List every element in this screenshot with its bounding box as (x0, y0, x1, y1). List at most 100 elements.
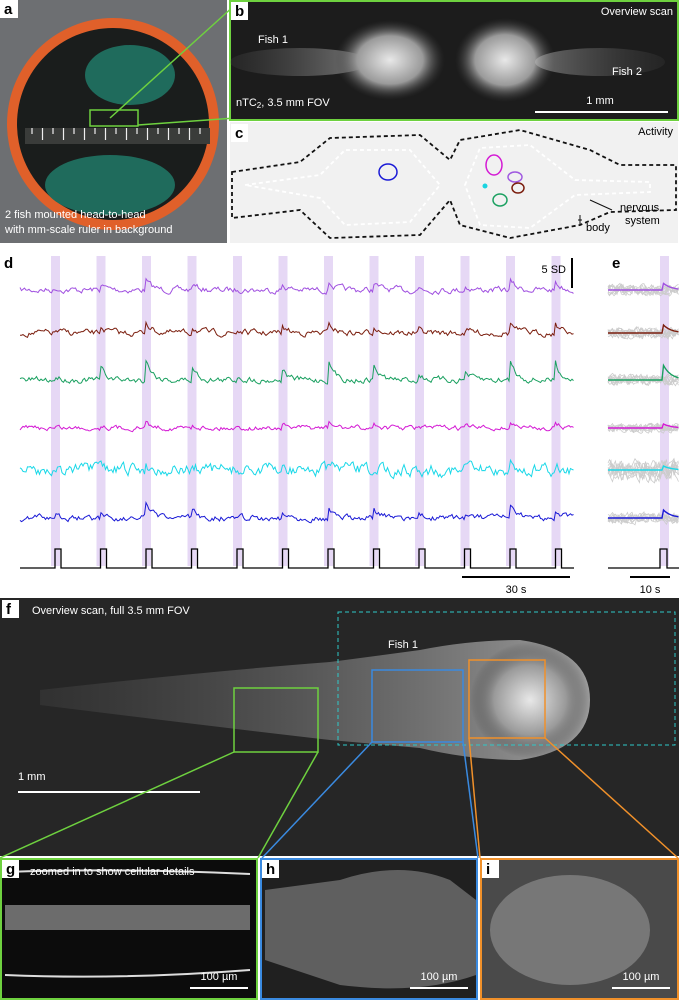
zoom-line (137, 117, 236, 126)
zoom-line (544, 737, 679, 859)
zoom-line (261, 741, 373, 859)
label-box (2, 600, 19, 618)
label-box (231, 2, 248, 20)
panel-label: b (235, 3, 244, 20)
zoom-line (0, 751, 235, 859)
trial-trace (607, 512, 679, 525)
scale-label: 10 s (640, 584, 661, 596)
stim-band (460, 256, 470, 566)
blob (85, 45, 175, 105)
panel-g: g zoomed in to show cellular details 100… (0, 858, 258, 1000)
stim-band (506, 256, 515, 566)
stim-band (415, 256, 424, 566)
panel-label: e (612, 255, 620, 272)
annotation: system (625, 215, 660, 227)
panel-label: c (235, 125, 243, 142)
label-box (262, 860, 279, 878)
scale-label: 30 s (506, 584, 527, 596)
panel-label: a (4, 1, 13, 18)
mean-trace (608, 465, 679, 471)
fov-sub: 2 (257, 101, 262, 110)
scale-label: 100 µm (623, 971, 660, 983)
stim-band (278, 256, 288, 566)
caption: with mm-scale ruler in background (4, 224, 173, 236)
label-box (231, 124, 248, 142)
roi (511, 182, 525, 194)
trace (19, 420, 574, 433)
fish-label: Fish 1 (258, 34, 288, 46)
zoom-box (468, 659, 546, 739)
title: Activity (638, 126, 673, 138)
mean-trace (608, 508, 679, 519)
title: zoomed in to show cellular details (30, 866, 195, 878)
fish-label: Fish 1 (388, 639, 418, 651)
mean-trace (608, 323, 679, 334)
blob (45, 155, 175, 215)
scale-label: 100 µm (421, 971, 458, 983)
zoom-line (109, 4, 236, 119)
scale-label: 1 mm (18, 771, 46, 783)
scale-label: 1 mm (586, 95, 614, 107)
fov-name: nTC (236, 97, 257, 109)
roi (482, 183, 488, 189)
trial-trace (607, 327, 679, 340)
panel-h: h 100 µm (260, 858, 478, 1000)
zoom-line (257, 751, 319, 859)
panel-c: c Activity nervous system body (230, 122, 678, 243)
trace (19, 458, 574, 480)
pointer (589, 199, 613, 211)
panel-b: b Overview scan Fish 1 Fish 2 nTC2, 3.5 … (229, 0, 679, 121)
fish-box (337, 611, 676, 746)
trace (19, 501, 574, 524)
stim-band (51, 256, 60, 566)
stimulus (20, 548, 574, 569)
zoom-line (462, 741, 479, 859)
stim-band (660, 256, 669, 566)
panel-label: f (6, 601, 12, 618)
structure (265, 870, 476, 989)
annotation: nervous (620, 202, 660, 214)
scale-label: 5 SD (542, 264, 567, 276)
panel-f: f Overview scan, full 3.5 mm FOV Fish 1 … (0, 598, 679, 859)
structure (4, 869, 251, 875)
mean-trace (608, 423, 679, 429)
structure (4, 969, 251, 978)
roi (485, 154, 503, 176)
pointer (578, 215, 582, 225)
scale-label: 100 µm (201, 971, 238, 983)
panel-a: a 2 fish mounted head-to-head with mm-sc… (0, 0, 236, 243)
structure (5, 905, 250, 930)
fish-label: Fish 2 (612, 66, 642, 78)
roi-box (89, 109, 139, 127)
zoom-line (468, 737, 481, 859)
stim-band (96, 256, 106, 566)
image (230, 122, 678, 243)
fish (535, 48, 665, 76)
trace (19, 277, 574, 296)
trace (19, 359, 574, 385)
title: Overview scan, full 3.5 mm FOV (32, 605, 190, 617)
label-box (2, 860, 19, 878)
mean-trace (608, 282, 679, 291)
panel-label: g (6, 861, 15, 878)
stimulus (608, 548, 679, 569)
title: Overview scan (601, 6, 673, 18)
ruler (25, 128, 210, 144)
stim-band (187, 256, 197, 566)
caption: 2 fish mounted head-to-head (5, 209, 146, 221)
fish (335, 20, 445, 100)
roi (507, 171, 523, 183)
panel-label: h (266, 861, 275, 878)
roi (378, 163, 398, 181)
panel-i: i 100 µm (480, 858, 679, 1000)
stim-band (551, 256, 561, 566)
structure (490, 875, 650, 985)
traces (19, 256, 679, 569)
fish (230, 48, 370, 76)
annotation: body (586, 222, 610, 234)
fov: nTC2, 3.5 mm FOV (236, 97, 330, 110)
trial-trace (607, 459, 679, 479)
stim-band (369, 256, 379, 566)
fish-head (470, 642, 590, 758)
